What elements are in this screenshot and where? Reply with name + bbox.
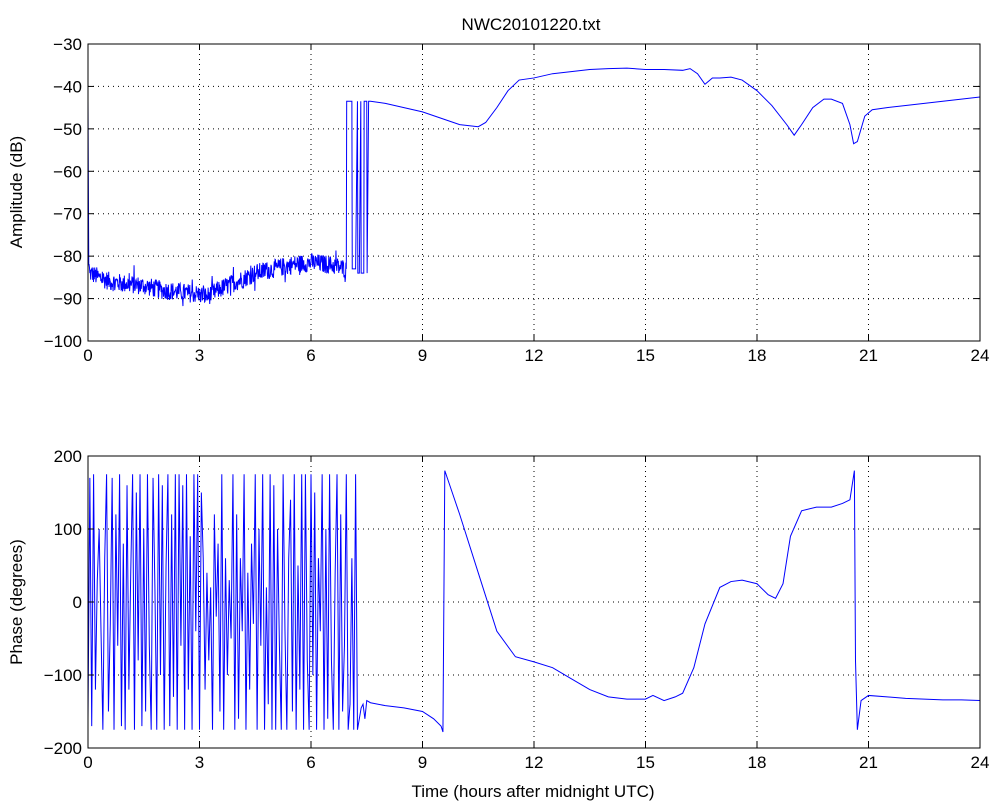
phase-ticks: 0 3 6 9 12 15 18 21 24 200 100 0 −100 −200 bbox=[44, 447, 990, 772]
phase-panel: 0 3 6 9 12 15 18 21 24 200 100 0 −100 −200 Phase (deg… bbox=[7, 447, 989, 801]
phase-x-tick-label: 9 bbox=[418, 753, 427, 772]
amplitude-series-line bbox=[88, 67, 980, 307]
amplitude-y-tick-label: −60 bbox=[53, 162, 82, 181]
phase-x-tick-label: 18 bbox=[748, 753, 767, 772]
amplitude-x-tick-label: 21 bbox=[859, 346, 878, 365]
amplitude-grid bbox=[88, 44, 980, 341]
amplitude-x-tick-label: 24 bbox=[971, 346, 990, 365]
amplitude-panel: 0 3 6 9 12 15 18 21 24−30−40−50−60−70−80−90−100 … bbox=[7, 35, 989, 365]
phase-x-tick-label: 6 bbox=[306, 753, 315, 772]
phase-y-tick-label: 200 bbox=[54, 447, 82, 466]
phase-series-line bbox=[88, 470, 980, 733]
phase-y-tick-label: −200 bbox=[44, 739, 82, 758]
phase-x-tick-label: 21 bbox=[859, 753, 878, 772]
amplitude-x-tick-label: 18 bbox=[748, 346, 767, 365]
phase-x-tick-label: 15 bbox=[636, 753, 655, 772]
amplitude-x-tick-label: 0 bbox=[83, 346, 92, 365]
phase-y-tick-label: −100 bbox=[44, 666, 82, 685]
amplitude-x-tick-label: 6 bbox=[306, 346, 315, 365]
phase-x-axis-label: Time (hours after midnight UTC) bbox=[411, 782, 654, 801]
amplitude-y-tick-label: −40 bbox=[53, 77, 82, 96]
amplitude-y-tick-label: −30 bbox=[53, 35, 82, 54]
amplitude-y-tick-label: −100 bbox=[44, 332, 82, 351]
amplitude-y-tick-label: −70 bbox=[53, 205, 82, 224]
phase-y-axis-label: Phase (degrees) bbox=[7, 539, 26, 665]
amplitude-plot-area bbox=[88, 44, 980, 341]
amplitude-y-tick-label: −80 bbox=[53, 247, 82, 266]
phase-y-tick-label: 100 bbox=[54, 520, 82, 539]
phase-y-tick-label: 0 bbox=[73, 593, 82, 612]
amplitude-x-tick-label: 9 bbox=[418, 346, 427, 365]
amplitude-x-tick-label: 12 bbox=[525, 346, 544, 365]
phase-x-tick-label: 3 bbox=[195, 753, 204, 772]
amplitude-y-axis-label: Amplitude (dB) bbox=[7, 136, 26, 248]
phase-x-tick-label: 12 bbox=[525, 753, 544, 772]
phase-x-tick-label: 24 bbox=[971, 753, 990, 772]
phase-x-tick-label: 0 bbox=[83, 753, 92, 772]
amplitude-x-tick-label: 3 bbox=[195, 346, 204, 365]
amplitude-y-tick-label: −50 bbox=[53, 120, 82, 139]
amplitude-y-tick-label: −90 bbox=[53, 290, 82, 309]
amplitude-ticks: 0 3 6 9 12 15 18 21 24 −30 −40 −50 −60 −70 −80 −90 −100 bbox=[44, 35, 990, 365]
amplitude-series-group bbox=[88, 67, 980, 307]
phase-grid bbox=[88, 456, 980, 748]
chart-title: NWC20101220.txt bbox=[462, 15, 601, 34]
amplitude-x-tick-label: 15 bbox=[636, 346, 655, 365]
phase-series-group bbox=[88, 470, 980, 733]
